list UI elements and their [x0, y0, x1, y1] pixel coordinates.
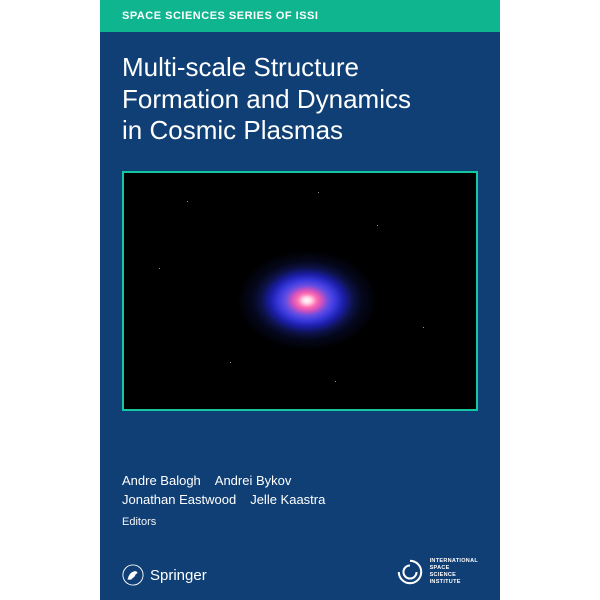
issi-logo: INTERNATIONAL SPACE SCIENCE INSTITUTE	[396, 558, 478, 586]
publisher-logo: Springer	[122, 564, 207, 586]
title-block: Multi-scale Structure Formation and Dyna…	[122, 52, 478, 147]
main-area: Multi-scale Structure Formation and Dyna…	[100, 32, 500, 600]
title-line-3: in Cosmic Plasmas	[122, 115, 478, 147]
editor-name: Andre Balogh	[122, 471, 201, 491]
title-line-1: Multi-scale Structure	[122, 52, 478, 84]
publisher-name: Springer	[150, 567, 207, 584]
editor-name: Jelle Kaastra	[250, 490, 325, 510]
series-bar: SPACE SCIENCES SERIES OF ISSI	[100, 0, 500, 32]
series-label: SPACE SCIENCES SERIES OF ISSI	[122, 10, 318, 22]
footer: Springer INTERNATIONAL SPACE SCIENCE INS…	[122, 558, 478, 586]
book-cover: SPACE SCIENCES SERIES OF ISSI Multi-scal…	[100, 0, 500, 600]
issi-swirl-icon	[396, 558, 424, 586]
issi-text: INTERNATIONAL SPACE SCIENCE INSTITUTE	[430, 558, 478, 586]
springer-horse-icon	[122, 564, 144, 586]
editor-row-1: Andre Balogh Andrei Bykov	[122, 471, 478, 491]
title-line-2: Formation and Dynamics	[122, 84, 478, 116]
editors-block: Andre Balogh Andrei Bykov Jonathan Eastw…	[122, 471, 478, 531]
editor-name: Jonathan Eastwood	[122, 490, 236, 510]
editor-name: Andrei Bykov	[215, 471, 292, 491]
editor-row-2: Jonathan Eastwood Jelle Kaastra	[122, 490, 478, 510]
editors-label: Editors	[122, 514, 478, 531]
cover-image	[122, 171, 478, 411]
